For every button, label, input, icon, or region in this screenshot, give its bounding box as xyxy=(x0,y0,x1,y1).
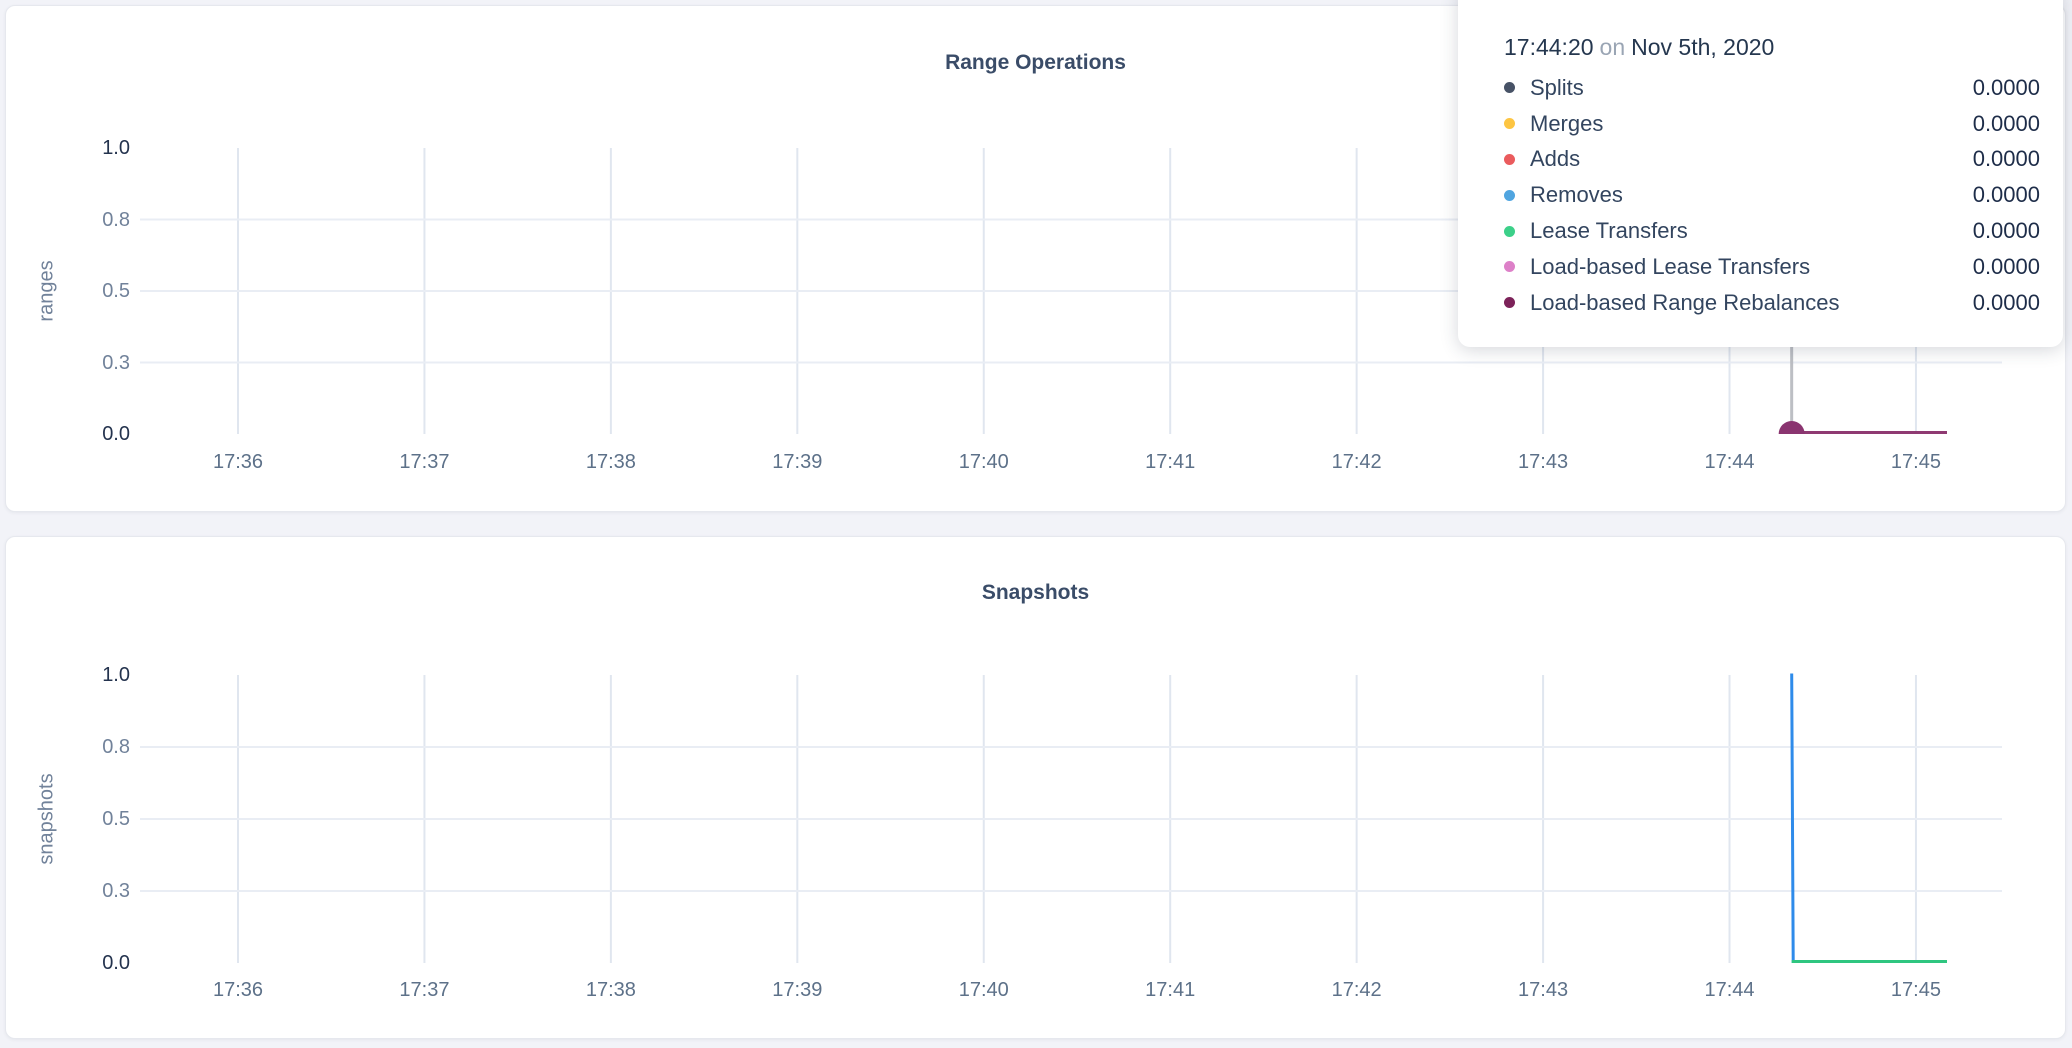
snapshots-chart-card xyxy=(5,536,2066,1039)
hover-tooltip: 17:44:20 on Nov 5th, 2020 Splits 0.0000 Merg… xyxy=(1458,0,2063,347)
legend-value: 0.0000 xyxy=(1972,218,2040,244)
x-tick-label: 17:40 xyxy=(958,451,1009,473)
x-tick-label: 17:44 xyxy=(1704,979,1755,1001)
y-axis-title: ranges xyxy=(35,260,58,322)
tooltip-date: Nov 5th, 2020 xyxy=(1631,34,1775,60)
tooltip-preposition: on xyxy=(1599,34,1626,60)
legend-value: 0.0000 xyxy=(1972,74,2040,100)
chart-title-snapshots: Snapshots xyxy=(981,581,1090,604)
y-tick-label: 0.5 xyxy=(102,280,130,302)
legend-dot-icon xyxy=(1504,118,1515,130)
y-axis-title: snapshots xyxy=(35,773,58,865)
tooltip-legend: Splits 0.0000 Merges 0.0000 Adds 0.0000 Remove… xyxy=(1504,70,2040,321)
x-tick-label: 17:38 xyxy=(585,451,636,473)
legend-label: Adds xyxy=(1530,146,1581,172)
tooltip-row: Splits 0.0000 xyxy=(1504,70,2040,106)
x-tick-label: 17:37 xyxy=(399,979,450,1001)
tooltip-row: Lease Transfers 0.0000 xyxy=(1504,213,2040,249)
x-tick-label: 17:43 xyxy=(1518,979,1569,1001)
x-tick-label: 17:45 xyxy=(1890,979,1941,1001)
x-tick-label: 17:43 xyxy=(1518,451,1569,473)
tooltip-row: Load-based Lease Transfers 0.0000 xyxy=(1504,249,2040,285)
legend-label: Load-based Range Rebalances xyxy=(1530,289,1840,315)
x-tick-label: 17:38 xyxy=(585,979,636,1001)
y-tick-label: 1.0 xyxy=(102,664,130,686)
y-tick-label: 0.5 xyxy=(102,808,130,830)
y-tick-label: 0.8 xyxy=(102,208,130,231)
legend-dot-icon xyxy=(1504,261,1515,273)
tooltip-row: Adds 0.0000 xyxy=(1504,142,2040,178)
tooltip-row: Load-based Range Rebalances 0.0000 xyxy=(1504,285,2040,321)
y-tick-label: 0.8 xyxy=(102,736,130,758)
x-tick-label: 17:36 xyxy=(212,451,264,473)
tooltip-time: 17:44:20 xyxy=(1504,34,1594,60)
y-tick-label: 0.0 xyxy=(102,423,130,445)
legend-value: 0.0000 xyxy=(1972,146,2040,172)
legend-value: 0.0000 xyxy=(1972,289,2040,315)
legend-label: Splits xyxy=(1530,74,1584,100)
x-tick-label: 17:42 xyxy=(1331,979,1382,1001)
x-tick-label: 17:45 xyxy=(1890,451,1941,473)
x-tick-label: 17:44 xyxy=(1704,451,1755,473)
x-tick-label: 17:40 xyxy=(958,979,1009,1001)
x-tick-label: 17:37 xyxy=(399,451,450,473)
y-tick-label: 0.0 xyxy=(102,952,130,974)
legend-label: Load-based Lease Transfers xyxy=(1530,253,1811,279)
legend-value: 0.0000 xyxy=(1972,253,2040,279)
x-tick-label: 17:39 xyxy=(772,979,823,1001)
tooltip-row: Removes 0.0000 xyxy=(1504,177,2040,213)
x-tick-label: 17:39 xyxy=(772,451,823,473)
legend-dot-icon xyxy=(1504,297,1515,309)
legend-dot-icon xyxy=(1504,153,1515,165)
legend-label: Merges xyxy=(1530,110,1604,136)
y-tick-label: 0.3 xyxy=(102,880,130,902)
chart-2-plot-area[interactable] xyxy=(140,675,2002,963)
tooltip-timestamp: 17:44:20 on Nov 5th, 2020 xyxy=(1504,30,2040,64)
chart-title-range-operations: Range Operations xyxy=(945,51,1126,74)
legend-dot-icon xyxy=(1504,82,1515,94)
legend-value: 0.0000 xyxy=(1972,110,2040,136)
x-tick-label: 17:41 xyxy=(1145,979,1196,1001)
y-tick-label: 0.3 xyxy=(102,351,130,374)
legend-dot-icon xyxy=(1504,225,1515,237)
legend-label: Lease Transfers xyxy=(1530,218,1688,244)
x-tick-label: 17:41 xyxy=(1145,451,1196,473)
x-tick-label: 17:42 xyxy=(1331,451,1382,473)
legend-value: 0.0000 xyxy=(1972,182,2040,208)
x-tick-label: 17:36 xyxy=(212,979,264,1001)
y-tick-label: 1.0 xyxy=(102,137,130,159)
legend-label: Removes xyxy=(1530,182,1623,208)
tooltip-row: Merges 0.0000 xyxy=(1504,106,2040,142)
legend-dot-icon xyxy=(1504,189,1515,201)
